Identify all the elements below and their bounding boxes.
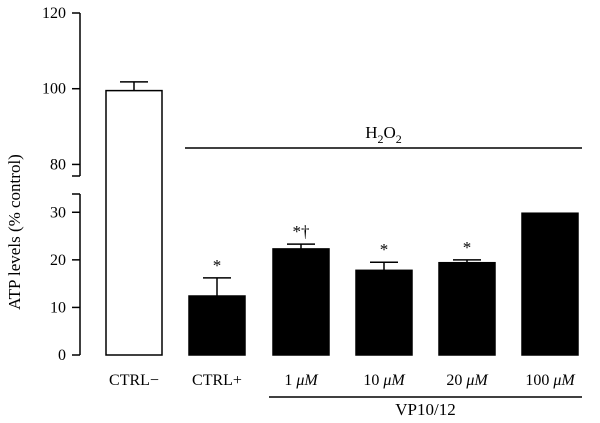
- y-tick-label: 0: [58, 347, 66, 364]
- bar: [438, 261, 496, 356]
- y-axis: 0 10 20 30 80 100 120: [42, 5, 81, 364]
- category-unit: μM: [382, 372, 406, 389]
- bars-layer: * *† * * *†: [105, 81, 579, 356]
- h2o2-label-h: H: [365, 123, 377, 142]
- y-tick-label: 100: [42, 81, 66, 98]
- y-tick-label: 30: [50, 204, 66, 221]
- h2o2-label-sub: 2: [378, 132, 384, 146]
- bar: [105, 89, 163, 356]
- category-label: CTRL−: [109, 372, 159, 389]
- category-number: 20: [446, 372, 466, 389]
- category-label: CTRL+: [192, 372, 242, 389]
- significance-marker: *: [213, 256, 222, 275]
- significance-marker: *: [463, 238, 472, 257]
- significance-marker: *: [380, 240, 389, 259]
- vp-label: VP10/12: [395, 400, 455, 419]
- category-number: 100: [525, 372, 553, 389]
- category-unit: μM: [295, 372, 319, 389]
- significance-marker: *†: [293, 222, 310, 241]
- y-tick-label: 20: [50, 252, 66, 269]
- bar: [355, 269, 413, 356]
- bar: [272, 248, 330, 356]
- category-number: 1: [284, 372, 296, 389]
- h2o2-label-o: O: [384, 123, 396, 142]
- y-axis-label: ATP levels (% control): [5, 154, 24, 310]
- category-label: 10 μM: [363, 372, 406, 389]
- category-unit: μM: [552, 372, 576, 389]
- category-label: 1 μM: [284, 372, 319, 389]
- category-unit: μM: [465, 372, 489, 389]
- h2o2-label-sub2: 2: [396, 132, 402, 146]
- y-tick-label: 80: [50, 156, 66, 173]
- h2o2-label: H2O2: [365, 123, 402, 146]
- y-tick-label: 10: [50, 299, 66, 316]
- category-labels: CTRL− CTRL+ 1 μM 10 μM 20 μM 100 μM: [109, 372, 576, 389]
- category-label: 100 μM: [525, 372, 576, 389]
- bar: [188, 295, 246, 356]
- y-tick-label: 120: [42, 5, 66, 22]
- category-number: 10: [363, 372, 383, 389]
- significance-marker: *†: [542, 316, 559, 335]
- category-label: 20 μM: [446, 372, 489, 389]
